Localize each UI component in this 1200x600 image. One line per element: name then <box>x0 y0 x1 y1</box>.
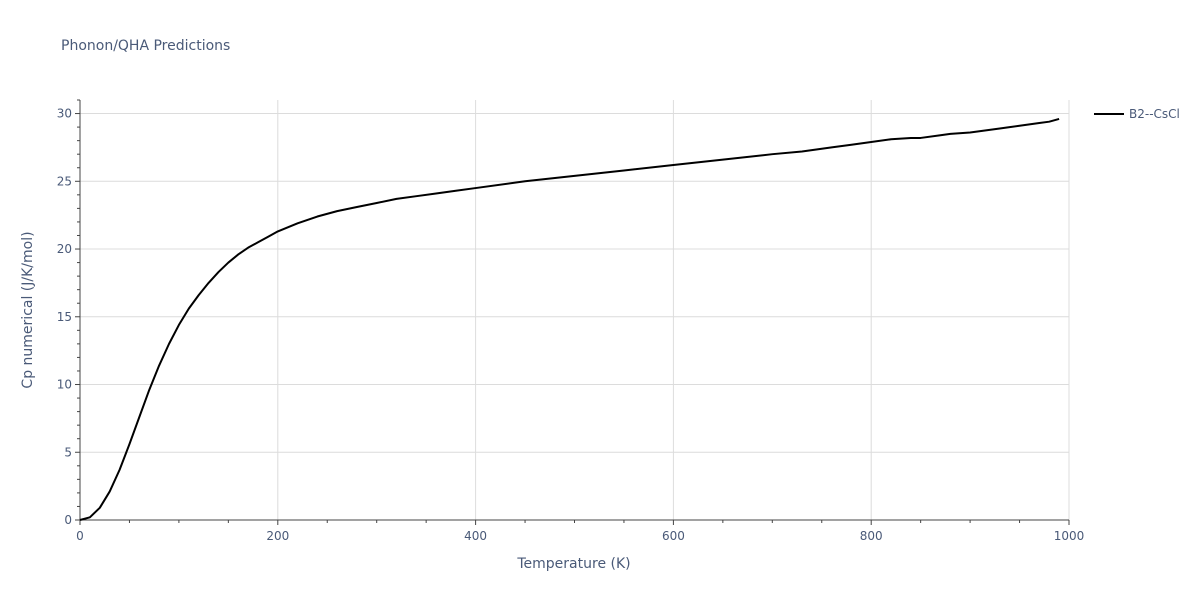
x-tick-label: 200 <box>266 529 289 543</box>
y-tick-label: 10 <box>57 378 72 392</box>
x-tick-label: 400 <box>464 529 487 543</box>
chart-title: Phonon/QHA Predictions <box>61 38 230 54</box>
series-layer <box>79 118 1060 521</box>
legend-label: B2--CsCl <box>1129 107 1180 121</box>
x-tick-label: 800 <box>860 529 883 543</box>
axes: 0 200 400 600 800 1000 0 5 10 15 20 25 30 <box>57 99 1085 543</box>
y-tick-label: 25 <box>57 174 72 188</box>
legend[interactable]: B2--CsCl <box>1094 107 1180 121</box>
y-tick-label: 15 <box>57 310 72 324</box>
y-tick-label: 5 <box>64 445 72 459</box>
gridlines <box>80 100 1070 520</box>
x-tick-label: 0 <box>76 529 84 543</box>
y-tick-label: 20 <box>57 242 72 256</box>
x-axis-title: Temperature (K) <box>516 556 630 572</box>
series-line <box>79 118 1060 521</box>
y-axis-title: Cp numerical (J/K/mol) <box>20 231 36 388</box>
x-tick-label: 1000 <box>1054 529 1085 543</box>
y-tick-label: 30 <box>57 107 72 121</box>
y-tick-label: 0 <box>64 513 72 527</box>
x-tick-label: 600 <box>662 529 685 543</box>
